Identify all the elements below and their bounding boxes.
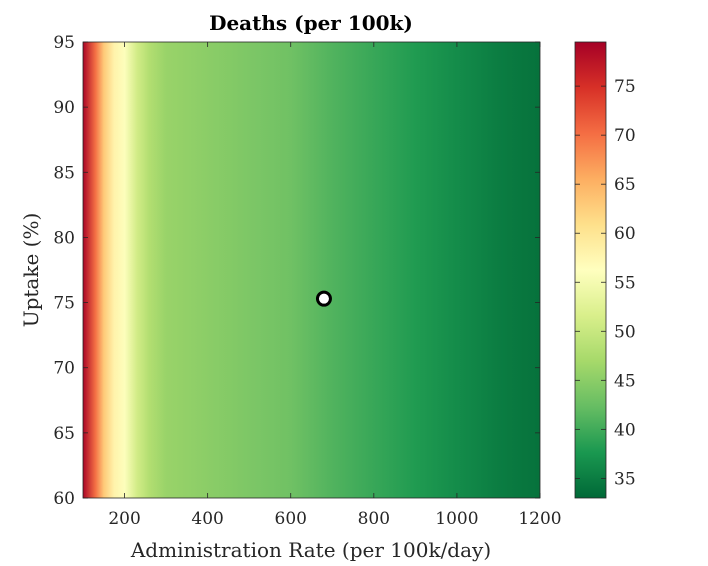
- plot-frame: [82, 41, 541, 499]
- marker-point: [315, 290, 332, 307]
- y-tick-label: 85: [53, 163, 75, 183]
- y-tick-label: 65: [53, 424, 75, 444]
- colorbar-tick-label: 50: [614, 322, 636, 342]
- colorbar-ticks: 35 40 45 50 55 60 65 70 75: [575, 77, 636, 489]
- x-axis-label: Administration Rate (per 100k/day): [130, 538, 491, 562]
- colorbar-tick-label: 40: [614, 420, 636, 440]
- x-axis-ticks: 200 400 600 800 1000 1200: [108, 42, 562, 529]
- heatmap-field: [83, 42, 540, 498]
- colorbar-tick-label: 35: [614, 469, 636, 489]
- x-tick-label: 800: [358, 509, 390, 529]
- colorbar-frame: [574, 41, 607, 499]
- y-axis-label: Uptake (%): [19, 213, 43, 328]
- y-tick-label: 75: [53, 294, 75, 314]
- y-tick-label: 90: [53, 98, 75, 118]
- colorbar-tick-label: 60: [614, 224, 636, 244]
- colorbar: 35 40 45 50 55 60 65 70 75: [574, 41, 636, 499]
- colorbar-tick-label: 75: [614, 77, 636, 97]
- x-tick-label: 200: [108, 509, 140, 529]
- x-tick-label: 400: [191, 509, 223, 529]
- x-tick-label: 600: [275, 509, 307, 529]
- colorbar-tick-label: 55: [614, 273, 636, 293]
- colorbar-tick-label: 65: [614, 175, 636, 195]
- colorbar-tick-label: 45: [614, 371, 636, 391]
- x-tick-label: 1200: [518, 509, 561, 529]
- y-tick-label: 95: [53, 33, 75, 53]
- y-tick-label: 60: [53, 489, 75, 509]
- y-tick-label: 80: [53, 228, 75, 248]
- colorbar-gradient: [575, 42, 606, 498]
- x-tick-label: 1000: [435, 509, 478, 529]
- colorbar-tick-label: 70: [614, 126, 636, 146]
- plot-area: [82, 41, 541, 499]
- y-axis-ticks: 60 65 70 75 80 85 90 95: [53, 33, 540, 509]
- y-tick-label: 70: [53, 359, 75, 379]
- chart-title: Deaths (per 100k): [209, 11, 413, 35]
